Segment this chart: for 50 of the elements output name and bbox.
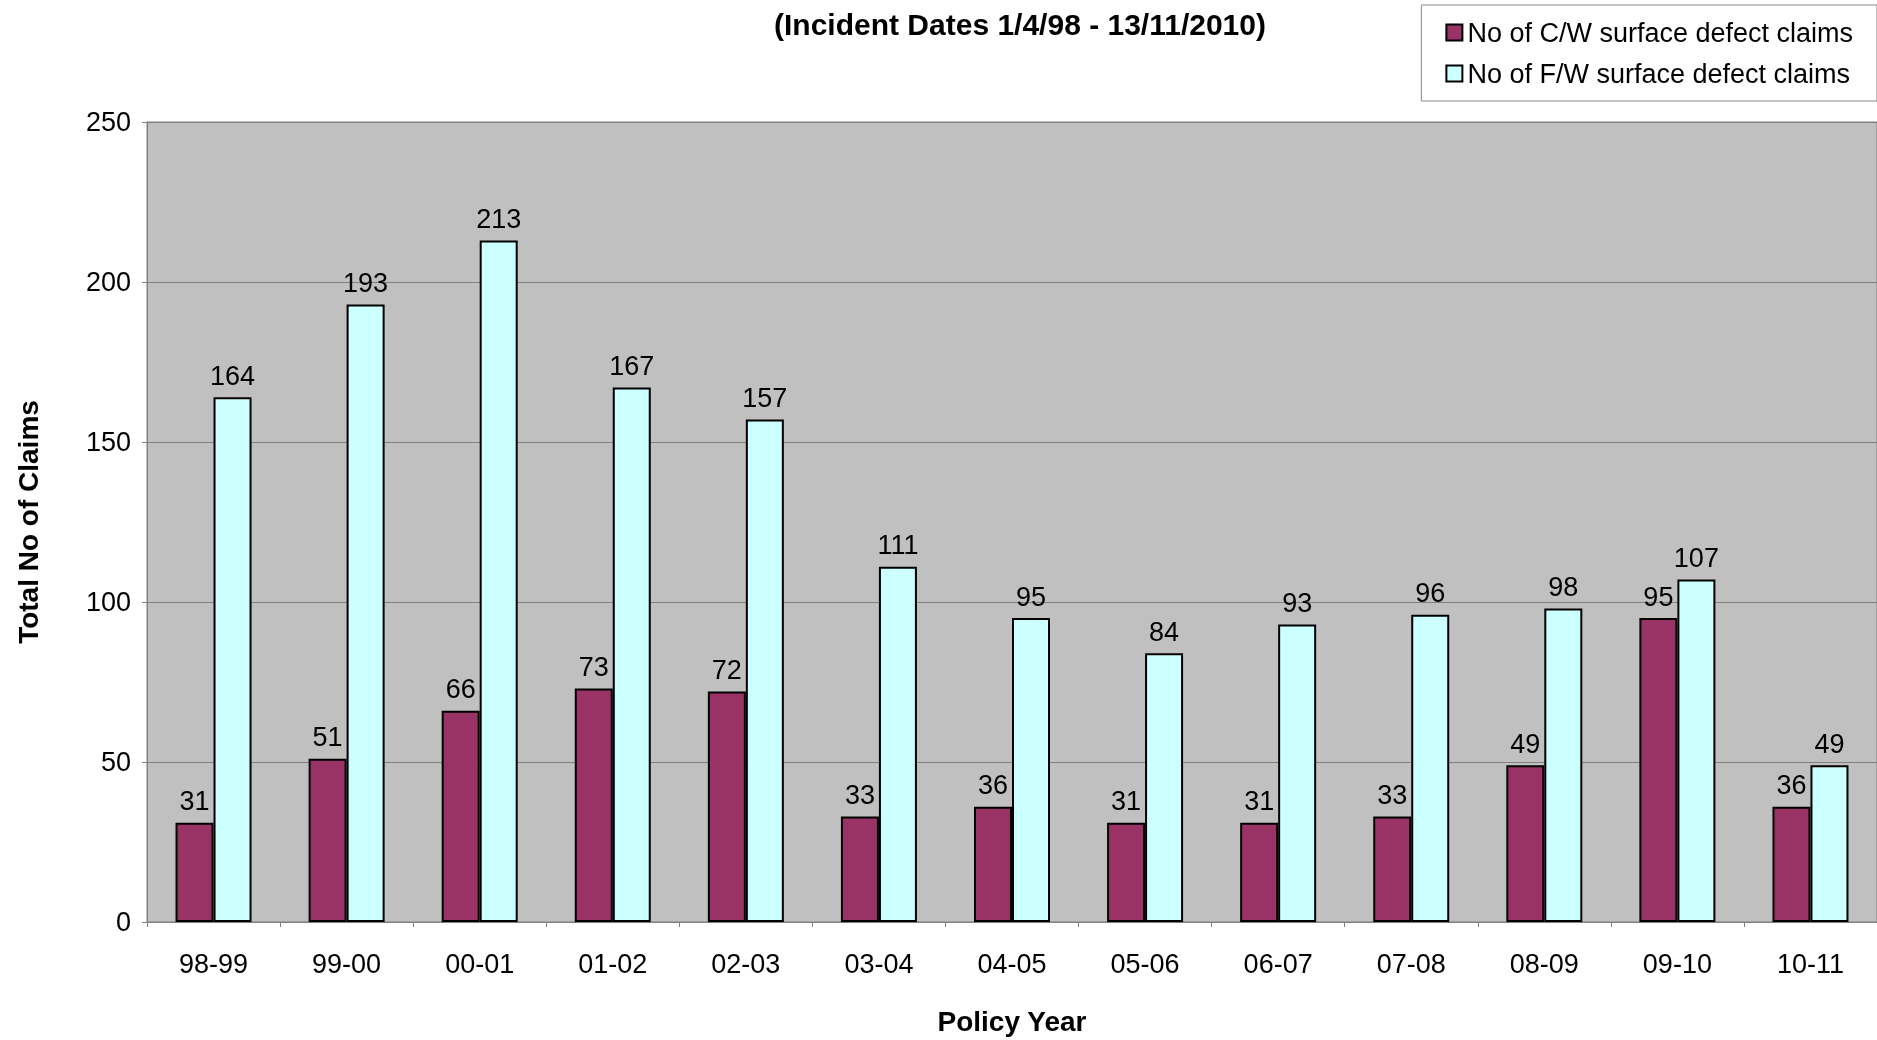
x-axis-title: Policy Year	[937, 1005, 1087, 1037]
x-tick-label: 02-03	[711, 948, 781, 979]
x-tick-label: 07-08	[1376, 948, 1446, 979]
data-label: 193	[343, 267, 389, 298]
data-label: 31	[1244, 786, 1275, 817]
data-label: 107	[1673, 543, 1719, 574]
data-label: 36	[1776, 770, 1807, 801]
x-tick-label: 01-02	[578, 948, 648, 979]
data-label: 31	[179, 786, 210, 817]
data-label: 213	[476, 203, 522, 234]
data-label: 93	[1282, 587, 1313, 618]
x-tick-label: 06-07	[1243, 948, 1313, 979]
data-label: 51	[312, 722, 343, 753]
y-tick-label: 100	[85, 587, 131, 617]
x-tick-label: 05-06	[1110, 948, 1180, 979]
data-label: 49	[1814, 728, 1845, 759]
y-tick-label: 200	[85, 267, 131, 297]
data-label: 167	[609, 351, 655, 382]
x-tick-label: 03-04	[844, 948, 914, 979]
x-tick-label: 10-11	[1776, 948, 1844, 979]
x-tick-label: 00-01	[445, 948, 515, 979]
data-label: 36	[977, 770, 1009, 801]
x-tick-label: 98-99	[179, 948, 249, 979]
legend-label: No of F/W surface defect claims	[1467, 58, 1850, 89]
data-label: 66	[445, 674, 476, 705]
y-tick-label: 250	[85, 107, 131, 137]
y-axis-title: Total No of Claims	[12, 400, 44, 644]
data-label: 164	[210, 360, 256, 391]
data-label: 84	[1149, 616, 1180, 647]
data-label: 95	[1015, 581, 1047, 612]
chart-title: (Incident Dates 1/4/98 - 13/11/2010)	[774, 7, 1266, 41]
x-tick-label: 08-09	[1509, 948, 1579, 979]
data-label: 73	[578, 651, 609, 682]
data-label: 49	[1510, 728, 1541, 759]
data-label: 95	[1643, 581, 1674, 612]
data-label: 157	[742, 383, 788, 414]
data-label: 96	[1415, 578, 1446, 609]
x-tick-label: 04-05	[977, 948, 1047, 979]
y-tick-label: 0	[115, 907, 131, 937]
data-label: 72	[711, 655, 742, 686]
data-label: 98	[1548, 571, 1579, 602]
y-tick-label: 50	[100, 747, 131, 777]
data-label: 33	[844, 779, 875, 810]
x-tick-label: 99-00	[312, 948, 382, 979]
x-tick-label: 09-10	[1642, 948, 1712, 979]
y-tick-label: 150	[85, 427, 131, 457]
data-label: 111	[877, 530, 919, 561]
legend-label: No of C/W surface defect claims	[1467, 17, 1853, 48]
data-label: 33	[1377, 779, 1408, 810]
data-label: 31	[1111, 786, 1142, 817]
